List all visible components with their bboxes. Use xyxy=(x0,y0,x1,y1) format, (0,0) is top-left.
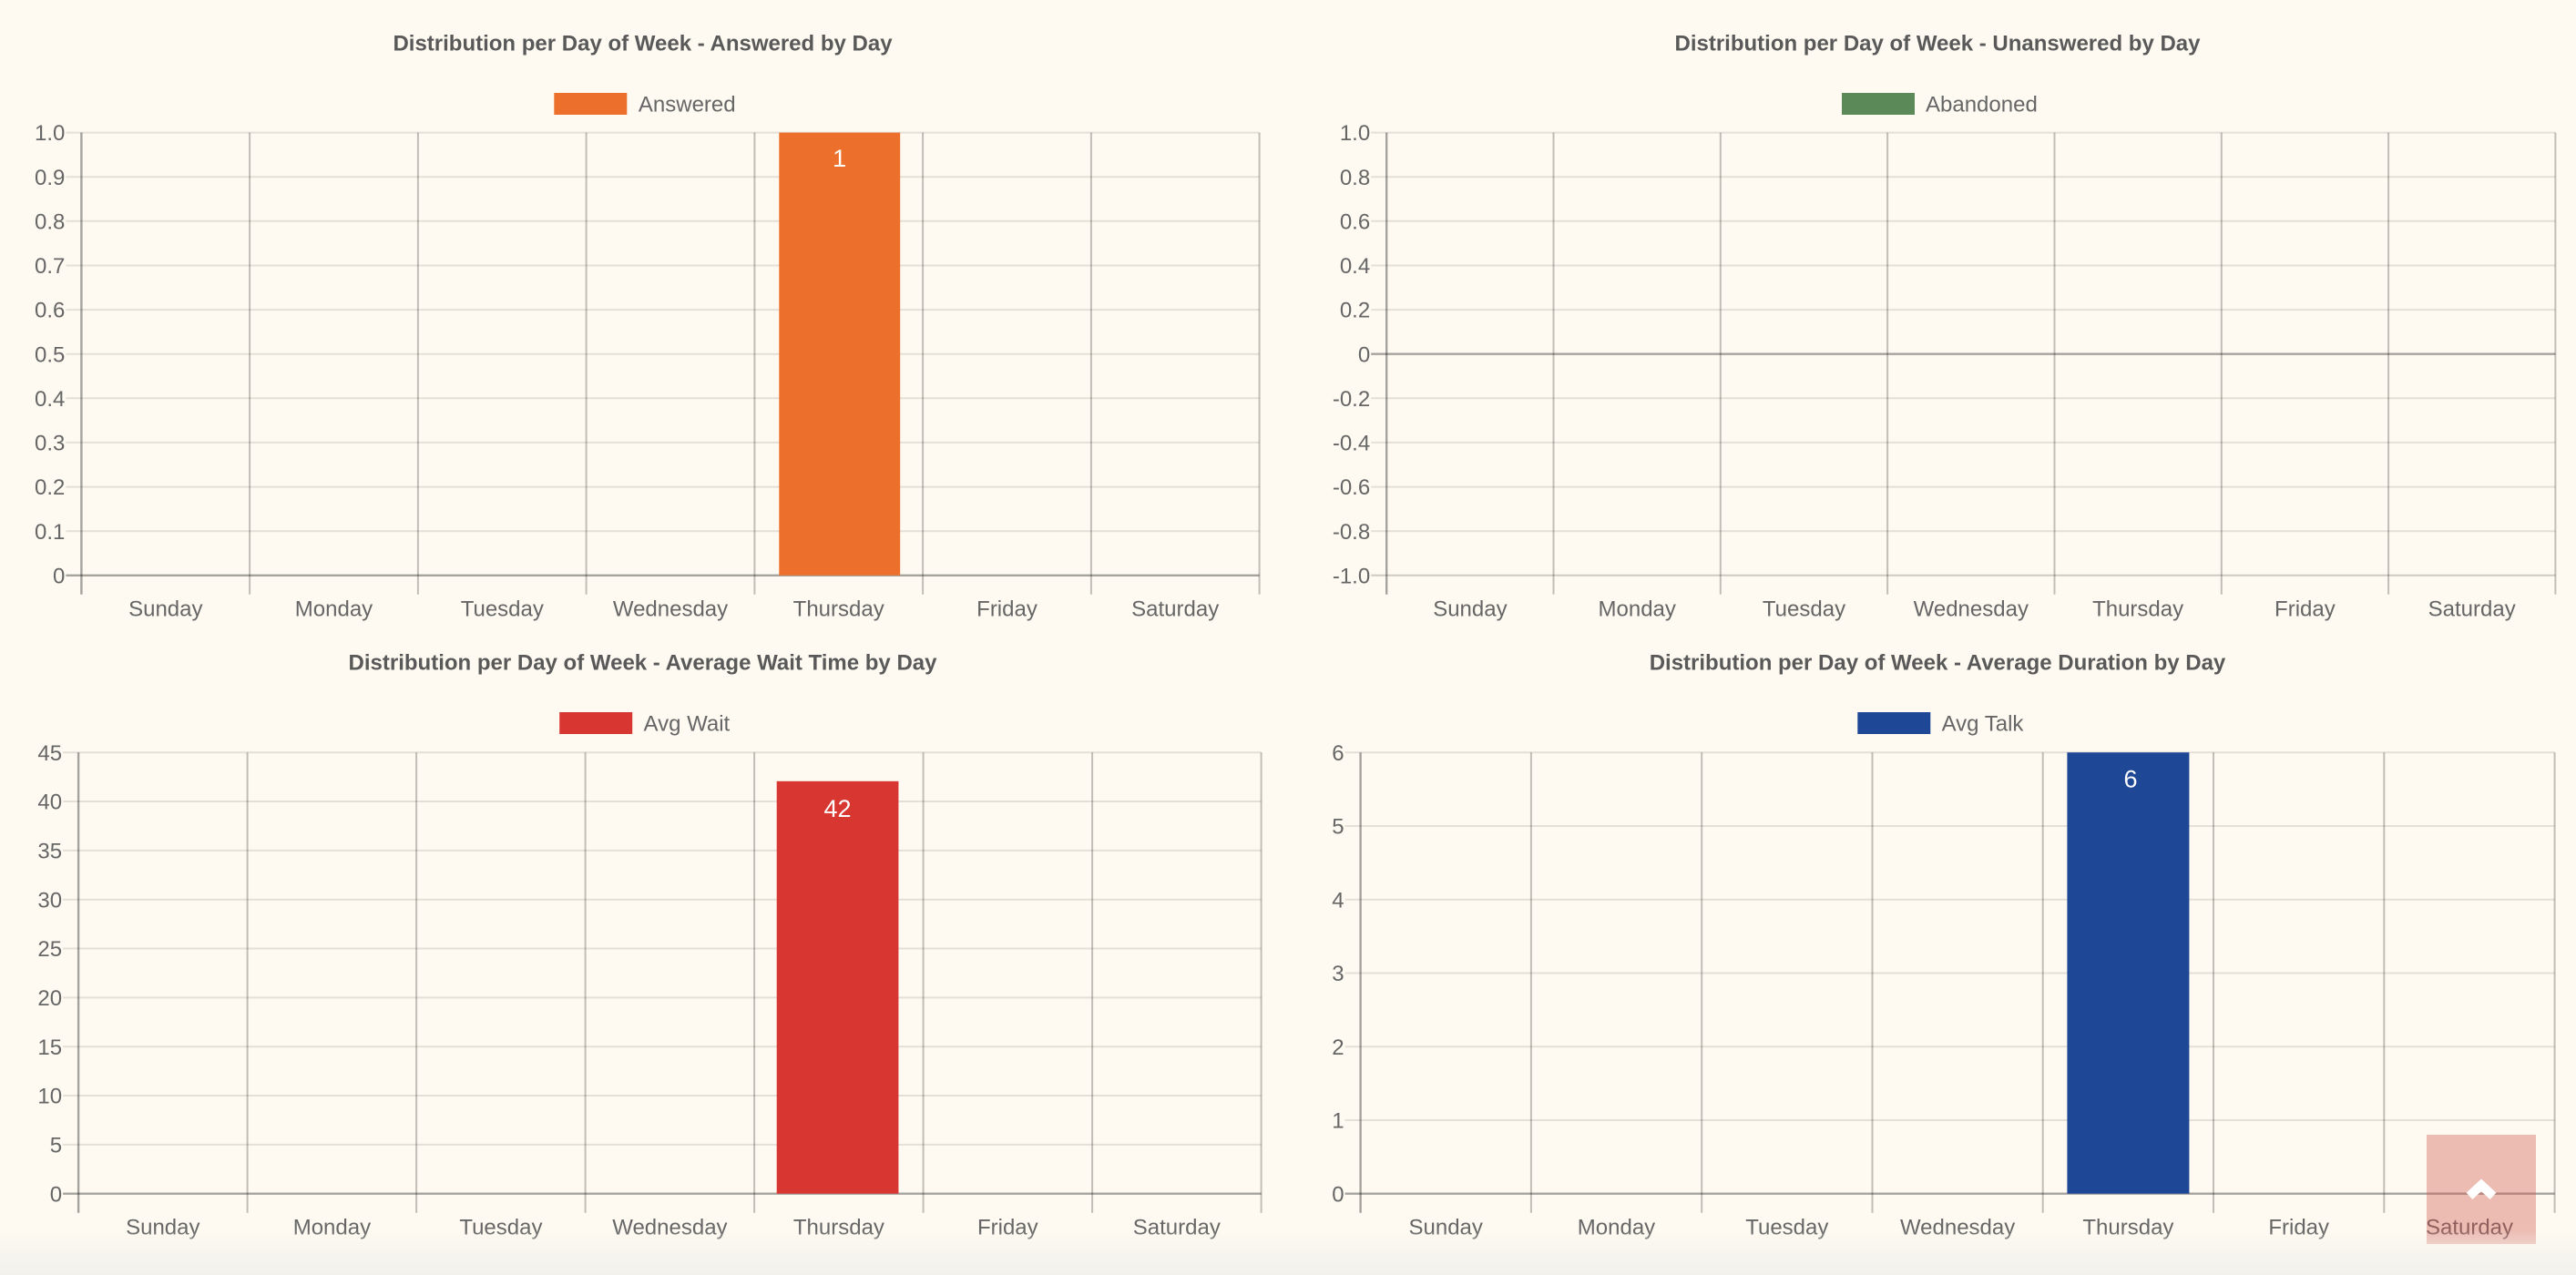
svg-text:0.4: 0.4 xyxy=(35,387,65,412)
svg-text:Tuesday: Tuesday xyxy=(461,597,544,622)
svg-text:Sunday: Sunday xyxy=(1433,597,1507,622)
svg-text:Wednesday: Wednesday xyxy=(613,597,728,622)
svg-text:Sunday: Sunday xyxy=(128,597,202,622)
svg-text:0: 0 xyxy=(1358,342,1370,367)
svg-text:1.0: 1.0 xyxy=(1340,121,1370,146)
svg-text:10: 10 xyxy=(37,1085,62,1109)
svg-text:Friday: Friday xyxy=(2274,597,2336,622)
svg-text:Distribution per Day of Week -: Distribution per Day of Week - Answered … xyxy=(393,31,893,56)
svg-text:35: 35 xyxy=(37,840,62,864)
svg-text:5: 5 xyxy=(1332,815,1344,840)
svg-text:0: 0 xyxy=(1332,1182,1344,1207)
svg-text:Distribution per Day of Week -: Distribution per Day of Week - Average D… xyxy=(1650,650,2226,675)
svg-text:0.9: 0.9 xyxy=(35,166,65,190)
svg-text:4: 4 xyxy=(1332,888,1344,913)
svg-text:0.8: 0.8 xyxy=(1340,166,1370,190)
svg-text:20: 20 xyxy=(37,986,62,1011)
svg-text:0: 0 xyxy=(50,1182,62,1207)
svg-text:Saturday: Saturday xyxy=(2428,597,2516,622)
svg-text:0.6: 0.6 xyxy=(35,299,65,323)
svg-text:Distribution per Day of Week -: Distribution per Day of Week - Unanswere… xyxy=(1674,31,2201,56)
svg-text:-0.8: -0.8 xyxy=(1333,520,1370,545)
svg-text:2: 2 xyxy=(1332,1035,1344,1060)
svg-text:Abandoned: Abandoned xyxy=(1926,93,2038,117)
svg-text:Thursday: Thursday xyxy=(2092,597,2183,622)
svg-text:-0.2: -0.2 xyxy=(1333,387,1370,412)
svg-text:-1.0: -1.0 xyxy=(1333,564,1370,588)
svg-text:1: 1 xyxy=(833,145,846,172)
svg-text:30: 30 xyxy=(37,888,62,913)
svg-text:Avg Talk: Avg Talk xyxy=(1942,712,2025,737)
svg-text:Answered: Answered xyxy=(639,93,736,117)
svg-text:Distribution per Day of Week -: Distribution per Day of Week - Average W… xyxy=(349,650,938,675)
svg-text:0.5: 0.5 xyxy=(35,342,65,367)
svg-text:Tuesday: Tuesday xyxy=(1763,597,1845,622)
svg-text:0.6: 0.6 xyxy=(1340,209,1370,234)
svg-text:Wednesday: Wednesday xyxy=(1914,597,2029,622)
svg-text:42: 42 xyxy=(823,795,851,822)
svg-text:6: 6 xyxy=(1332,741,1344,766)
svg-text:Monday: Monday xyxy=(295,597,373,622)
svg-text:40: 40 xyxy=(37,790,62,815)
svg-text:25: 25 xyxy=(37,937,62,962)
svg-text:-0.6: -0.6 xyxy=(1333,475,1370,500)
svg-text:0.3: 0.3 xyxy=(35,432,65,456)
svg-text:0.1: 0.1 xyxy=(35,520,65,545)
svg-text:Thursday: Thursday xyxy=(793,597,884,622)
svg-text:0.7: 0.7 xyxy=(35,254,65,279)
svg-text:3: 3 xyxy=(1332,962,1344,986)
svg-text:6: 6 xyxy=(2123,765,2137,792)
svg-text:1.0: 1.0 xyxy=(35,121,65,146)
svg-text:45: 45 xyxy=(37,741,62,766)
svg-text:0: 0 xyxy=(53,564,65,588)
svg-text:0.2: 0.2 xyxy=(1340,299,1370,323)
svg-text:0.4: 0.4 xyxy=(1340,254,1370,279)
svg-text:0.8: 0.8 xyxy=(35,209,65,234)
svg-text:Avg Wait: Avg Wait xyxy=(644,712,731,737)
svg-text:-0.4: -0.4 xyxy=(1333,432,1370,456)
svg-text:5: 5 xyxy=(50,1134,62,1158)
svg-text:Friday: Friday xyxy=(976,597,1038,622)
svg-text:1: 1 xyxy=(1332,1109,1344,1134)
svg-text:15: 15 xyxy=(37,1035,62,1060)
svg-text:0.2: 0.2 xyxy=(35,475,65,500)
svg-text:Saturday: Saturday xyxy=(1131,597,1219,622)
svg-text:Monday: Monday xyxy=(1599,597,1676,622)
